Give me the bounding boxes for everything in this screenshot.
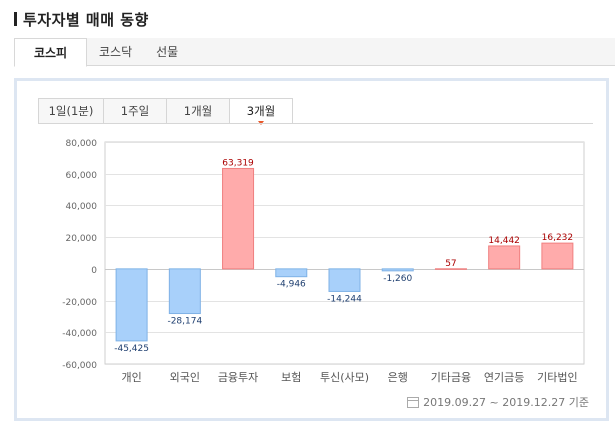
- tab-kospi[interactable]: 코스피: [14, 38, 87, 67]
- tab-futures[interactable]: 선물: [156, 45, 179, 59]
- x-category-label: 연기금등: [484, 371, 524, 384]
- chart-panel: 1일(1분) 1주일 1개월 3개월 80,000 60,000 40,000 20,…: [14, 78, 609, 421]
- data-label: 16,232: [542, 233, 574, 243]
- bar: [275, 268, 308, 278]
- chart-footer: 2019.09.27 ~ 2019.12.27 기준: [407, 394, 589, 410]
- x-category-label: 외국인: [170, 371, 200, 384]
- x-category-label: 투신(사모): [320, 371, 369, 384]
- x-category-label: 기타금융: [431, 371, 471, 384]
- x-category-label: 보험: [281, 371, 301, 384]
- tab-3month-label: 3개월: [246, 104, 276, 118]
- bar: [541, 242, 574, 270]
- data-label: -28,174: [167, 317, 202, 327]
- y-tick-label: 20,000: [66, 234, 98, 244]
- date-range: 2019.09.27 ~ 2019.12.27 기준: [423, 396, 589, 409]
- y-tick-label: 40,000: [66, 202, 98, 212]
- bar: [222, 167, 255, 270]
- tab-1day[interactable]: 1일(1분): [38, 98, 104, 124]
- bar: [434, 268, 467, 270]
- y-tick-label: 0: [91, 266, 97, 276]
- bar: [168, 268, 201, 315]
- y-tick-label: -60,000: [62, 361, 97, 371]
- data-label: -1,260: [383, 274, 412, 284]
- bar: [115, 268, 148, 342]
- y-tick-label: 60,000: [66, 171, 98, 181]
- bar: [328, 268, 361, 292]
- title-bar: 투자자별 매매 동향: [14, 8, 149, 30]
- page-title: 투자자별 매매 동향: [23, 10, 149, 29]
- tab-kosdaq[interactable]: 코스닥: [99, 45, 133, 59]
- x-category-label: 개인: [121, 371, 141, 384]
- tab-1month[interactable]: 1개월: [166, 98, 230, 124]
- market-tabs: 코스피 코스닥 선물: [14, 38, 615, 67]
- bar: [488, 245, 521, 270]
- y-tick-label: -40,000: [62, 329, 97, 339]
- title-marker: [14, 12, 17, 26]
- data-label: -14,244: [327, 294, 362, 304]
- investor-trading-chart: 80,000 60,000 40,000 20,000 0 -20,000 -40,000 -…: [62, 139, 585, 384]
- y-tick-label: -20,000: [62, 298, 97, 308]
- y-tick-label: 80,000: [66, 139, 98, 149]
- data-label: 57: [445, 259, 456, 269]
- x-category-label: 금융투자: [218, 371, 258, 384]
- x-category-label: 은행: [388, 371, 408, 384]
- x-category-label: 기타법인: [537, 371, 577, 384]
- data-label: -45,425: [114, 344, 149, 354]
- bar: [381, 268, 414, 272]
- calendar-icon: [407, 396, 420, 408]
- period-tabs-divider: [38, 123, 593, 124]
- data-label: 14,442: [488, 236, 520, 246]
- data-label: 63,319: [222, 158, 254, 168]
- data-label: -4,946: [277, 280, 306, 290]
- period-tabs: 1일(1분) 1주일 1개월 3개월: [38, 98, 293, 125]
